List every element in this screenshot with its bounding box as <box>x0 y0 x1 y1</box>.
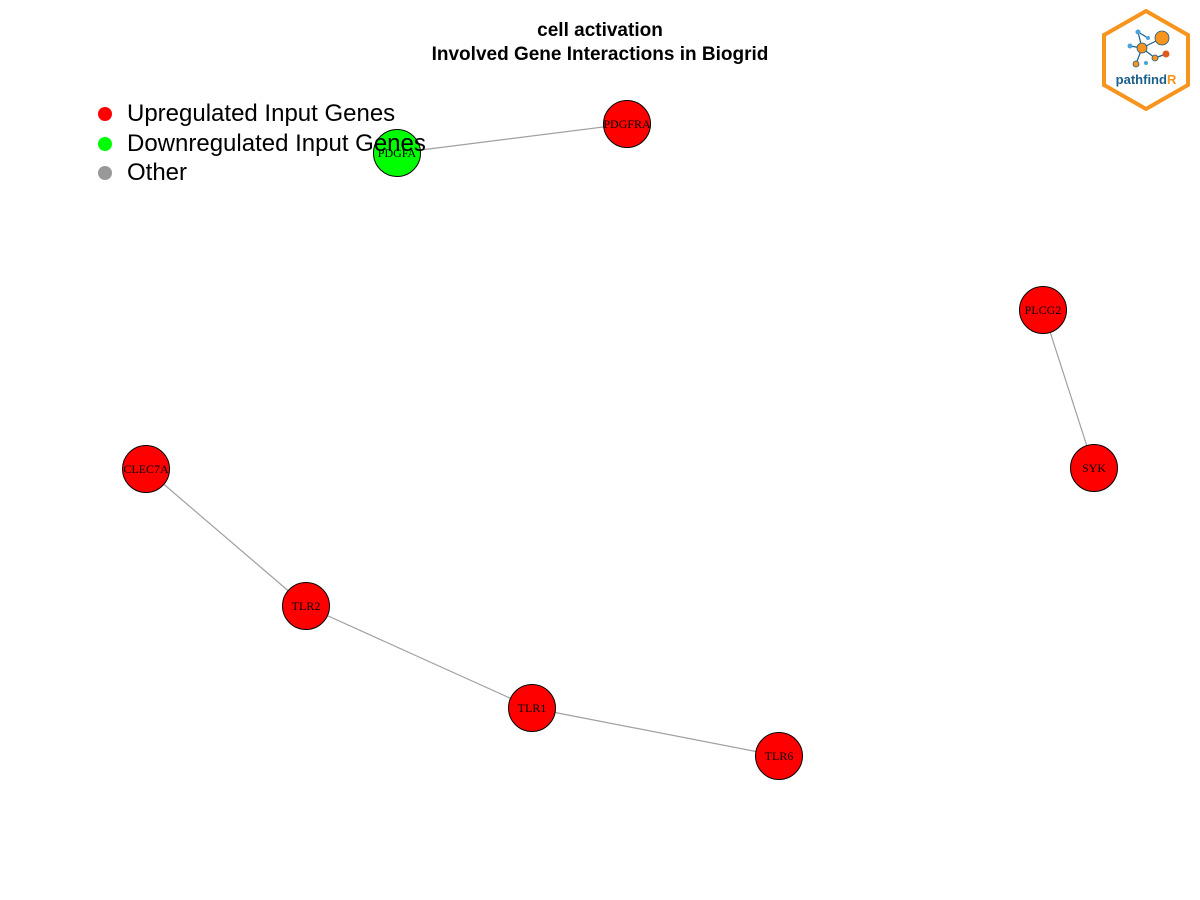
pathfindr-logo: pathfindR <box>1102 8 1190 112</box>
node-clec7a: CLEC7A <box>122 445 170 493</box>
node-label: TLR6 <box>765 749 794 763</box>
network-nodes: PDGFRA PDGFA PLCG2 SYK CLEC7A TLR2 TLR1 TLR6 <box>122 100 1118 780</box>
legend-label: Other <box>127 159 188 186</box>
node-syk: SYK <box>1070 444 1118 492</box>
node-circle <box>755 732 803 780</box>
legend-dot-upregulated <box>98 107 112 121</box>
edge-plcg2-syk <box>1042 309 1095 469</box>
legend-label: Downregulated Input Genes <box>127 130 426 157</box>
edge-clec7a-tlr2 <box>145 468 307 607</box>
edge-tlr1-tlr6 <box>531 707 780 757</box>
node-label: TLR1 <box>518 701 547 715</box>
chart-title-line-1: cell activation <box>537 20 663 41</box>
node-circle <box>282 582 330 630</box>
node-circle <box>373 129 421 177</box>
node-label: CLEC7A <box>123 462 169 476</box>
node-pdgfa: PDGFA <box>373 129 421 177</box>
legend-dot-other <box>98 166 112 180</box>
edge-tlr2-tlr1 <box>305 605 533 709</box>
logo-text-main: pathfind <box>1116 72 1167 87</box>
logo-hexagon <box>1102 8 1190 112</box>
node-label: PDGFRA <box>603 117 651 131</box>
node-pdgfra: PDGFRA <box>603 100 651 148</box>
node-label: PLCG2 <box>1025 303 1062 317</box>
network-edges <box>145 123 1095 757</box>
logo-text: pathfindR <box>1116 72 1177 87</box>
node-label: TLR2 <box>292 599 321 613</box>
chart-title-line-2: Involved Gene Interactions in Biogrid <box>431 44 769 65</box>
node-plcg2: PLCG2 <box>1019 286 1067 334</box>
node-circle <box>603 100 651 148</box>
node-tlr6: TLR6 <box>755 732 803 780</box>
node-circle <box>1019 286 1067 334</box>
edge-pdgfa-pdgfra <box>396 123 628 154</box>
logo-nodes <box>1127 29 1170 68</box>
logo-text-accent: R <box>1167 72 1177 87</box>
node-circle <box>1070 444 1118 492</box>
node-circle <box>508 684 556 732</box>
legend-dot-downregulated <box>98 137 112 151</box>
node-tlr1: TLR1 <box>508 684 556 732</box>
node-tlr2: TLR2 <box>282 582 330 630</box>
node-label: PDGFA <box>378 146 417 160</box>
node-circle <box>122 445 170 493</box>
node-label: SYK <box>1082 461 1106 475</box>
legend-label: Upregulated Input Genes <box>127 100 396 127</box>
